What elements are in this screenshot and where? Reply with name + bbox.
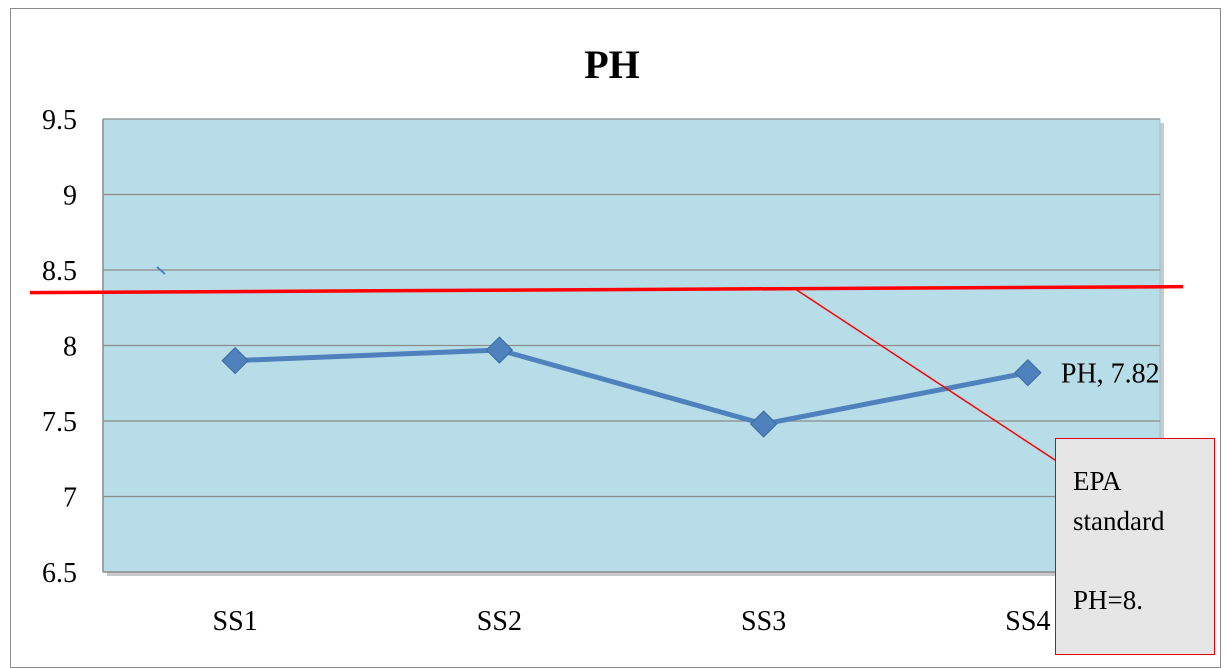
x-tick-label: SS2 [477,606,522,637]
y-tick-label: 8 [63,332,77,363]
callout-leader-line [794,288,1059,463]
stray-mark [156,266,166,275]
callout-line-2: standard [1073,506,1165,536]
data-point-marker [221,346,249,375]
x-tick-label: SS4 [1005,606,1050,637]
y-tick-label: 8.5 [42,256,77,287]
y-tick-label: 7 [63,483,77,514]
callout-line-1: EPA [1073,466,1122,496]
epa-reference-line [29,284,1184,295]
y-tick-label: 6.5 [42,558,77,589]
chart-title: PH [584,42,640,87]
data-point-marker [749,410,778,438]
data-label: PH, 7.82 [1061,359,1160,390]
ph-series-line [235,347,1029,427]
x-tick-label: SS1 [213,606,258,637]
callout-line-3: PH=8. [1073,585,1143,615]
data-point-marker [1014,358,1042,387]
y-tick-label: 9 [63,181,77,212]
epa-standard-callout: EPA standard PH=8. [1055,438,1215,655]
x-tick-label: SS3 [741,606,786,637]
data-point-marker [485,336,514,364]
y-tick-label: 7.5 [42,407,77,438]
y-tick-label: 9.5 [42,105,77,136]
